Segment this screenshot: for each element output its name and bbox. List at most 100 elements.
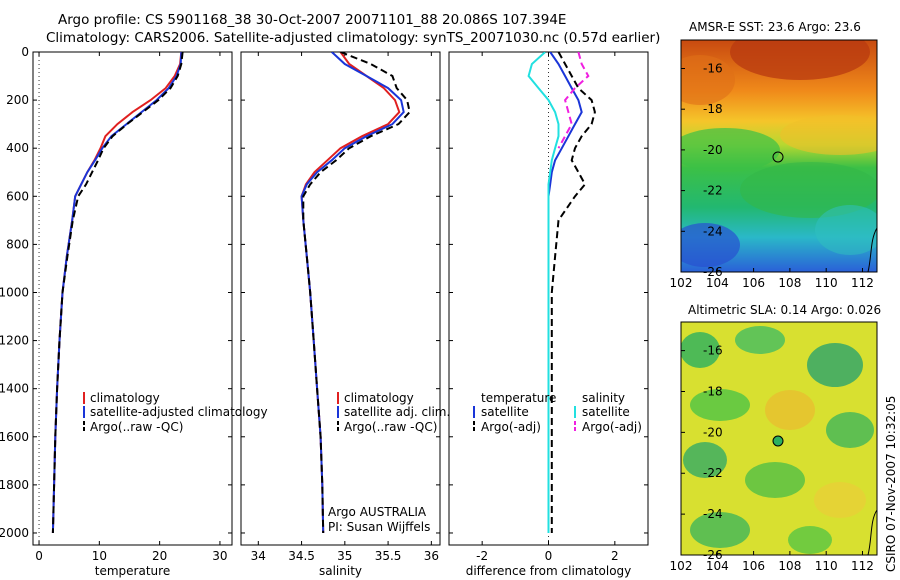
- series-group: [51, 52, 184, 534]
- legend-label-temp-satellite: satellite: [481, 405, 529, 419]
- salinity-panel: 34 34.5 35 35.5 36 salinity: [240, 51, 441, 578]
- series-climatology: [300, 52, 401, 534]
- sla-map-title: Altimetric SLA: 0.14 Argo: 0.026: [688, 303, 881, 317]
- sla-blob: [765, 390, 815, 430]
- sst-warm-patch: [681, 55, 735, 105]
- annotation-pi: PI: Susan Wijffels: [328, 520, 430, 534]
- series-satellite-adjusted-climatology: [51, 52, 183, 534]
- y-tick-label: 2000: [0, 526, 29, 540]
- legend-label-satellite-adjusted: satellite-adjusted climatology: [90, 405, 268, 419]
- sst-x-tick-label: 106: [742, 276, 765, 290]
- sst-y-tick-label: -18: [703, 102, 723, 116]
- sla-blob: [690, 389, 750, 421]
- series-salinity-argo-adj: [557, 52, 590, 149]
- legend-header-temperature: temperature: [481, 391, 556, 405]
- y-tick-label: 200: [6, 93, 29, 107]
- sst-x-tick-label: 108: [778, 276, 801, 290]
- temperature-legend: climatology satellite-adjusted climatolo…: [83, 391, 268, 434]
- sla-x-tick-label: 104: [706, 559, 729, 573]
- sst-green-patch: [740, 162, 877, 218]
- sst-yellow-band: [780, 115, 877, 155]
- sla-y-tick-label: -16: [703, 344, 723, 358]
- series-climatology: [51, 52, 183, 534]
- salinity-legend: climatology satellite adj. clim. Argo(..…: [328, 391, 450, 534]
- sst-x-tick-label: 104: [706, 276, 729, 290]
- sst-green-tongue: [681, 128, 780, 172]
- x-tick-label: 20: [152, 549, 167, 563]
- sla-x-tick-label: 108: [778, 559, 801, 573]
- y-tick-label: 1200: [0, 334, 29, 348]
- x-tick-label: 30: [212, 549, 227, 563]
- x-tick-label: 0: [35, 549, 43, 563]
- series-temperature-satellite: [547, 52, 583, 533]
- sla-x-tick-label: 112: [851, 559, 874, 573]
- series-temperature-argo-adj: [550, 52, 596, 533]
- sst-map-frame: [680, 39, 878, 273]
- y-tick-label: 400: [6, 141, 29, 155]
- sst-warm-core: [730, 40, 870, 80]
- y-tick-label: 600: [6, 189, 29, 203]
- sla-coastline: [867, 509, 877, 555]
- plot-frame: [32, 51, 233, 546]
- difference-legend: temperature salinity satellite Argo(-adj…: [473, 391, 642, 434]
- x-tick-label: -2: [476, 549, 488, 563]
- y-tick-label: 800: [6, 237, 29, 251]
- legend-label-climatology: climatology: [344, 391, 414, 405]
- sst-cyan-patch: [815, 205, 877, 255]
- sla-blob: [683, 442, 727, 478]
- y-tick-label: 1600: [0, 430, 29, 444]
- series-salinity-satellite: [527, 52, 560, 533]
- sst-y-tick-label: -22: [703, 184, 723, 198]
- sla-y-tick-label: -24: [703, 507, 723, 521]
- footer-timestamp: CSIRO 07-Nov-2007 10:32:05: [884, 396, 898, 572]
- sla-x-tick-label: 110: [815, 559, 838, 573]
- annotation-argo-australia: Argo AUSTRALIA: [328, 505, 427, 519]
- legend-label-climatology: climatology: [90, 391, 160, 405]
- sst-cool-patch: [681, 223, 740, 267]
- sst-map-title: AMSR-E SST: 23.6 Argo: 23.6: [689, 20, 861, 34]
- sst-y-tick-label: -24: [703, 224, 723, 238]
- sla-y-tick-label: -20: [703, 425, 723, 439]
- x-tick-label: 36: [424, 549, 439, 563]
- y-tick-label: 1400: [0, 382, 29, 396]
- sla-y-tick-label: -26: [703, 548, 723, 562]
- sla-map: Altimetric SLA: 0.14 Argo: 0.026: [680, 303, 881, 556]
- temperature-panel: 0 200 400 600 800 1000 1200 1400 1600 1800 2000 0 10…: [0, 45, 233, 578]
- sst-y-tick-label: -16: [703, 61, 723, 75]
- y-tick-label: 1000: [0, 285, 29, 299]
- legend-label-argo: Argo(..raw -QC): [344, 420, 437, 434]
- sla-blob: [735, 326, 785, 354]
- sla-blob: [745, 462, 805, 498]
- sla-x-tick-label: 102: [670, 559, 693, 573]
- y-tick-label: 0: [21, 45, 29, 59]
- sla-map-frame: [680, 321, 878, 556]
- series-group: [527, 52, 596, 533]
- sla-x-tick-label: 106: [742, 559, 765, 573]
- sst-x-tick-label: 110: [815, 276, 838, 290]
- sla-y-tick-label: -18: [703, 384, 723, 398]
- sla-blob: [690, 512, 750, 548]
- sst-coastline: [867, 227, 877, 272]
- legend-label-sal-satellite: satellite: [582, 405, 630, 419]
- sla-blob: [807, 343, 863, 387]
- x-tick-label: 34.5: [288, 549, 315, 563]
- sst-x-tick-label: 102: [670, 276, 693, 290]
- x-tick-label: 34: [251, 549, 266, 563]
- sst-map: AMSR-E SST: 23.6 Argo: 23.6: [680, 20, 878, 273]
- series-argo-raw-qc: [302, 52, 411, 534]
- figure-title-line1: Argo profile: CS 5901168_38 30-Oct-2007 …: [58, 12, 566, 28]
- sst-y-tick-label: -20: [703, 143, 723, 157]
- x-tick-label: 35.5: [375, 549, 402, 563]
- legend-label-satellite-adj: satellite adj. clim.: [344, 405, 450, 419]
- figure-title-line2: Climatology: CARS2006. Satellite-adjuste…: [46, 30, 660, 46]
- legend-label-argo: Argo(..raw -QC): [90, 420, 183, 434]
- sst-argo-marker: [772, 151, 784, 163]
- legend-header-salinity: salinity: [582, 391, 625, 405]
- series-group: [300, 52, 411, 534]
- sla-blob: [788, 526, 832, 554]
- x-tick-label: 0: [545, 549, 553, 563]
- x-tick-label: 35: [337, 549, 352, 563]
- legend-label-temp-argo: Argo(-adj): [481, 420, 541, 434]
- sla-blob: [826, 412, 874, 448]
